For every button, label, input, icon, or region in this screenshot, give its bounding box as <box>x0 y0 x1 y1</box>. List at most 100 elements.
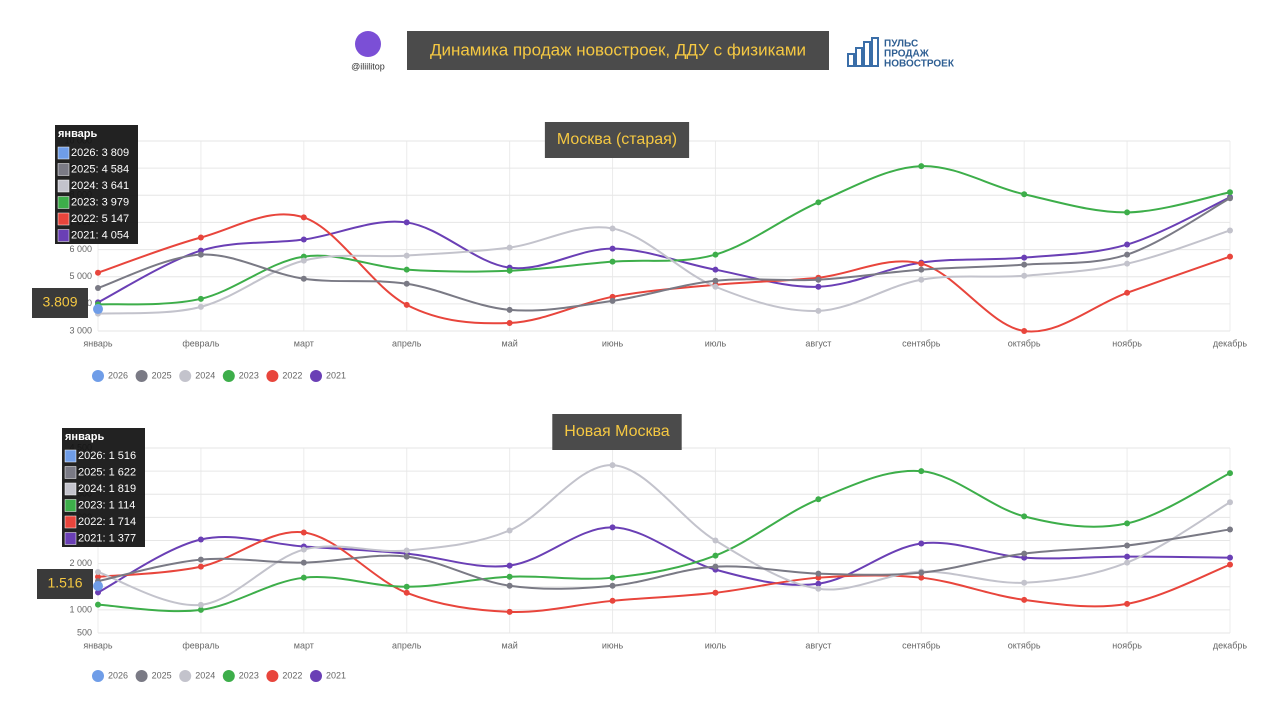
y-tick-label: 5 000 <box>69 271 92 281</box>
legend-marker <box>135 370 148 382</box>
point <box>403 583 410 590</box>
point <box>300 529 307 536</box>
series-line <box>97 531 1231 613</box>
tooltip-value: 3 979 <box>102 196 130 208</box>
point <box>1227 253 1233 260</box>
point <box>918 540 925 547</box>
tooltip-swatch <box>57 146 70 160</box>
point <box>300 546 307 553</box>
point <box>1124 209 1131 216</box>
point <box>1021 191 1028 198</box>
legend-label: 2022 <box>282 670 302 680</box>
point <box>1021 596 1028 603</box>
tooltip-series: 2021 <box>71 229 95 241</box>
legend-marker <box>222 670 235 682</box>
point <box>506 582 513 589</box>
point <box>1227 554 1233 561</box>
series-line <box>97 196 1231 304</box>
point <box>197 563 204 570</box>
tooltip-sep: : <box>95 147 101 159</box>
tooltip-series: 2026 <box>71 147 95 159</box>
tooltip-value: 1 516 <box>109 450 137 462</box>
series-line <box>97 526 1231 594</box>
x-tick-label: апрель <box>392 640 422 650</box>
header-title: Динамика продаж новостроек, ДДУ с физика… <box>430 40 806 59</box>
logo-text: ПРОДАЖ <box>884 49 930 60</box>
x-tick-label: июль <box>705 338 727 348</box>
series-line <box>97 464 1231 607</box>
tooltip-series: 2024 <box>71 180 95 192</box>
tooltip-value: 3 809 <box>102 147 130 159</box>
tooltip-series: 2025 <box>78 466 102 478</box>
x-tick-label: сентябрь <box>902 338 941 348</box>
handle: @iliilitop <box>351 61 385 71</box>
tooltip-row: 2023: 3 979 <box>71 196 129 208</box>
point <box>403 280 410 287</box>
point <box>506 306 513 313</box>
tooltip-swatch <box>64 515 77 529</box>
point <box>815 199 822 206</box>
tooltip-value: 1 819 <box>109 483 137 495</box>
legend-marker <box>92 370 104 382</box>
y-tick-label: 1 000 <box>69 604 92 614</box>
x-tick-label: июль <box>705 640 727 650</box>
point <box>1227 227 1233 234</box>
tooltip-series: 2025 <box>71 163 95 175</box>
point <box>1021 254 1028 261</box>
tooltip-swatch <box>64 449 77 463</box>
tooltip-sep: : <box>95 229 101 241</box>
point <box>815 585 822 592</box>
legend-label: 2021 <box>326 670 346 680</box>
tooltip-swatch <box>64 466 77 479</box>
point <box>1021 550 1028 557</box>
x-tick-label: апрель <box>392 338 422 348</box>
point <box>609 574 616 581</box>
legend-marker <box>179 670 192 682</box>
point <box>918 163 925 170</box>
point <box>1227 470 1233 477</box>
x-tick-label: май <box>502 640 518 650</box>
logo-icon <box>847 37 879 67</box>
point <box>1021 579 1028 586</box>
point <box>1227 189 1233 196</box>
point <box>918 468 925 475</box>
point <box>609 597 616 604</box>
tooltip-title: январь <box>65 431 105 443</box>
x-tick-label: май <box>502 338 518 348</box>
x-tick-label: декабрь <box>1213 338 1248 348</box>
legend-marker <box>222 370 235 382</box>
point <box>300 257 307 264</box>
legend-label: 2025 <box>152 370 172 380</box>
legend-label: 2026 <box>108 370 128 380</box>
point <box>93 304 103 315</box>
tooltip-row: 2024: 1 819 <box>78 483 136 495</box>
point <box>403 266 410 273</box>
point <box>815 496 822 503</box>
tooltip-sep: : <box>95 196 101 208</box>
point <box>815 276 822 283</box>
point <box>1021 328 1028 334</box>
point <box>1124 241 1131 248</box>
point <box>197 536 204 543</box>
tooltip-swatch <box>57 163 70 176</box>
point <box>918 266 925 273</box>
tooltip-value: 5 147 <box>102 213 130 225</box>
point <box>712 283 719 290</box>
tooltip-row: 2022: 5 147 <box>71 213 129 225</box>
point <box>609 245 616 252</box>
point <box>95 568 101 575</box>
y-tick-label: 500 <box>77 627 92 637</box>
series-line <box>97 165 1231 306</box>
point <box>1124 559 1131 566</box>
tooltip-value: 4 054 <box>102 229 130 241</box>
tooltip-series: 2022 <box>71 213 95 225</box>
logo-text: НОВОСТРОЕК <box>884 59 955 70</box>
point <box>712 552 719 559</box>
point <box>403 553 410 560</box>
tooltip-series: 2021 <box>78 532 102 544</box>
point <box>815 307 822 314</box>
point <box>609 297 616 304</box>
point <box>1124 600 1131 607</box>
